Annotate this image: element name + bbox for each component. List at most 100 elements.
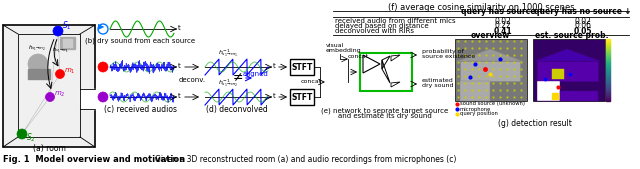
Polygon shape [606,82,610,83]
Polygon shape [606,87,610,88]
Polygon shape [606,97,610,98]
Text: (g) detection result: (g) detection result [498,119,572,128]
Polygon shape [560,91,598,101]
Text: aligned: aligned [243,71,269,77]
Polygon shape [606,40,610,41]
FancyBboxPatch shape [533,39,605,101]
Text: $m_2$: $m_2$ [54,90,65,99]
Circle shape [98,62,108,72]
Text: query has source ↑: query has source ↑ [461,7,545,16]
Text: deconvolved with RIRs: deconvolved with RIRs [335,28,414,34]
Text: (c) received audios: (c) received audios [104,105,177,114]
Text: Given a 3D reconstructed room (a) and audio recordings from microphones (c): Given a 3D reconstructed room (a) and au… [155,155,456,164]
Text: STFT: STFT [291,92,313,102]
Polygon shape [606,58,610,59]
Polygon shape [606,42,610,43]
Text: 0.02: 0.02 [575,17,591,26]
Polygon shape [606,47,610,48]
Text: (e) network to seprate target source: (e) network to seprate target source [321,107,449,114]
FancyBboxPatch shape [290,89,314,105]
Text: sound source (unknown): sound source (unknown) [460,102,525,106]
Text: 0.05: 0.05 [573,27,592,35]
Text: and estimate its dry sound: and estimate its dry sound [338,113,432,119]
Text: dry sound: dry sound [422,83,454,88]
Circle shape [56,69,65,78]
Text: deconv.: deconv. [179,77,205,83]
Text: (a) room: (a) room [33,144,65,153]
Polygon shape [606,74,610,75]
Polygon shape [606,72,610,73]
Text: t: t [273,93,276,100]
Polygon shape [606,83,610,84]
Polygon shape [606,63,610,64]
Text: 0.06: 0.06 [575,21,591,30]
Polygon shape [606,94,610,95]
Text: $h_{s_1\!\to\! m_2}^{-1}$: $h_{s_1\!\to\! m_2}^{-1}$ [218,78,238,89]
Polygon shape [606,61,610,62]
Polygon shape [606,77,610,78]
Polygon shape [537,81,560,101]
Polygon shape [606,76,610,77]
Polygon shape [606,91,610,92]
Polygon shape [80,89,95,109]
Polygon shape [535,49,600,61]
Polygon shape [606,73,610,74]
Polygon shape [606,65,610,66]
Text: $S_1$: $S_1$ [62,19,72,31]
Text: query position: query position [460,112,498,116]
Text: (b) dry sound from each source: (b) dry sound from each source [85,38,195,44]
Polygon shape [606,45,610,46]
FancyBboxPatch shape [3,25,95,147]
Polygon shape [606,99,610,100]
FancyBboxPatch shape [360,53,412,91]
Polygon shape [606,95,610,96]
Polygon shape [606,54,610,55]
Text: $h_{s_1\!\to\! m_2}$: $h_{s_1\!\to\! m_2}$ [28,43,46,53]
Text: received audio from different mics: received audio from different mics [335,18,456,24]
Polygon shape [606,57,610,58]
Polygon shape [606,66,610,67]
Circle shape [17,129,27,139]
Polygon shape [606,69,610,70]
Polygon shape [606,84,610,85]
Polygon shape [606,64,610,65]
Polygon shape [60,37,75,49]
Polygon shape [606,79,610,80]
Polygon shape [606,98,610,99]
Text: probability of: probability of [422,49,464,54]
Polygon shape [606,39,610,40]
Circle shape [45,92,54,102]
Polygon shape [606,78,610,79]
Text: est. source prob.: est. source prob. [535,31,609,40]
Text: STFT: STFT [291,63,313,71]
Polygon shape [28,69,50,79]
Polygon shape [606,59,610,60]
Polygon shape [606,50,610,51]
Polygon shape [606,55,610,56]
FancyBboxPatch shape [290,59,314,75]
Polygon shape [606,88,610,89]
Circle shape [98,92,108,102]
Polygon shape [460,61,520,81]
Text: source existence: source existence [422,54,476,59]
Polygon shape [606,80,610,81]
Polygon shape [606,60,610,61]
Polygon shape [606,44,610,45]
Polygon shape [606,46,610,47]
Text: Fig. 1  Model overview and motivation: Fig. 1 Model overview and motivation [3,155,185,164]
Text: $h_{s_1\!\to\! m_1}^{-1}$: $h_{s_1\!\to\! m_1}^{-1}$ [218,48,238,59]
Polygon shape [606,96,610,97]
Polygon shape [606,56,610,57]
Polygon shape [606,49,610,50]
Polygon shape [458,49,522,61]
Polygon shape [606,41,610,42]
Text: 0.22: 0.22 [495,21,511,30]
Text: visual: visual [326,43,344,48]
Text: 0.41: 0.41 [493,27,512,35]
Text: t: t [178,26,180,31]
Circle shape [53,26,63,36]
Text: $S_2$: $S_2$ [26,131,36,143]
Polygon shape [606,70,610,71]
Text: (d) deconvolved: (d) deconvolved [206,105,268,114]
Text: (f) average cosine similarity on 1000 scenes: (f) average cosine similarity on 1000 sc… [388,3,574,11]
